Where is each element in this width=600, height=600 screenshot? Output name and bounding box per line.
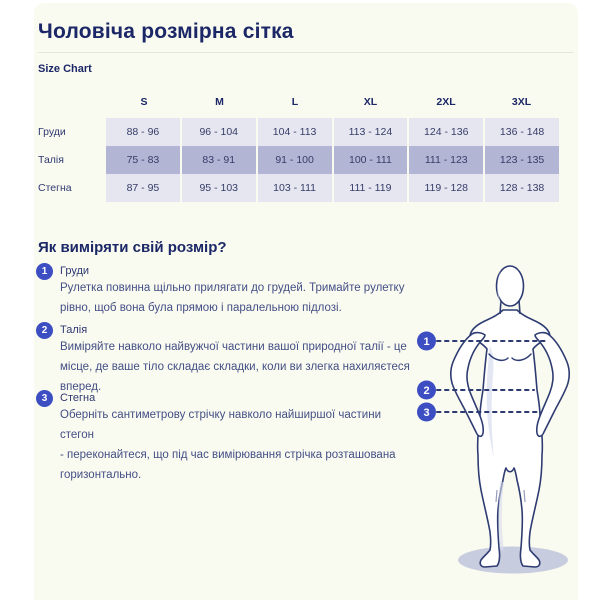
torso-shading: [486, 346, 494, 458]
column-header-s: S: [140, 96, 148, 108]
right-arm-outline: [534, 331, 571, 438]
step-2-badge: 2: [36, 322, 53, 339]
page-title: Чоловіча розмірна сітка: [38, 20, 294, 43]
table-cell: 96 - 104: [181, 118, 256, 146]
size-table: 88 - 96 96 - 104 104 - 113 113 - 124 124…: [106, 118, 559, 202]
step-2-label: Талія: [60, 324, 88, 336]
head-shading: [497, 270, 501, 304]
table-cell: 119 - 128: [409, 174, 484, 202]
table-cell: 100 - 111: [333, 146, 408, 174]
table-cell: 128 - 138: [485, 174, 559, 202]
knee-detail-lines: [495, 489, 526, 503]
step-3-badge: 3: [36, 390, 53, 407]
column-header-2xl: 2XL: [436, 96, 456, 108]
floor-shadow: [458, 546, 568, 574]
table-cell: 104 - 113: [257, 118, 332, 146]
table-caption: Size Chart: [38, 63, 92, 75]
step-1-label: Груди: [60, 265, 90, 277]
row-label-waist: Талія: [38, 154, 64, 166]
marker-2-number: 2: [423, 385, 429, 397]
table-cell: 113 - 124: [333, 118, 408, 146]
step-3-label: Стегна: [60, 392, 96, 404]
marker-3-circle: [417, 402, 436, 422]
row-label-chest: Груди: [38, 126, 66, 138]
chest-detail-lines: [488, 353, 532, 362]
column-header-m: M: [215, 96, 224, 108]
table-cell: 124 - 136: [409, 118, 484, 146]
table-cell: 88 - 96: [106, 118, 180, 146]
step-2-description: Виміряйте навколо найвужчої частини вашо…: [60, 341, 410, 393]
marker-1-number: 1: [423, 336, 429, 348]
step-3-description: Оберніть сантиметрову стрічку навколо на…: [60, 409, 396, 481]
step-1-description: Рулетка повинна щільно прилягати до груд…: [60, 282, 405, 314]
row-label-hips: Стегна: [38, 182, 72, 194]
table-cell: 111 - 123: [409, 146, 484, 174]
table-cell: 95 - 103: [181, 174, 256, 202]
table-cell: 103 - 111: [257, 174, 332, 202]
table-cell: 87 - 95: [106, 174, 180, 202]
table-cell: 111 - 119: [333, 174, 408, 202]
table-cell: 83 - 91: [181, 146, 256, 174]
how-to-heading: Як виміряти свій розмір?: [38, 239, 227, 256]
body-measurement-illustration: 1 2 3: [390, 240, 590, 600]
step-1-badge: 1: [36, 263, 53, 280]
marker-3-number: 3: [423, 407, 429, 419]
male-body-figure-icon: 1 2 3: [417, 265, 571, 574]
column-header-xl: XL: [363, 96, 378, 108]
table-cell: 136 - 148: [485, 118, 559, 146]
marker-2-circle: [417, 380, 436, 400]
column-header-3xl: 3XL: [511, 96, 532, 108]
title-divider: [38, 52, 574, 53]
leg-shading: [498, 482, 504, 550]
torso-legs-outline: [469, 309, 551, 568]
column-header-l: L: [291, 96, 299, 108]
left-arm-outline: [449, 331, 486, 438]
table-cell: 123 - 135: [485, 146, 559, 174]
table-cell: 75 - 83: [106, 146, 180, 174]
marker-1-circle: [417, 331, 436, 351]
table-cell: 91 - 100: [257, 146, 332, 174]
head-outline: [495, 265, 525, 307]
neck-lines: [499, 299, 521, 315]
